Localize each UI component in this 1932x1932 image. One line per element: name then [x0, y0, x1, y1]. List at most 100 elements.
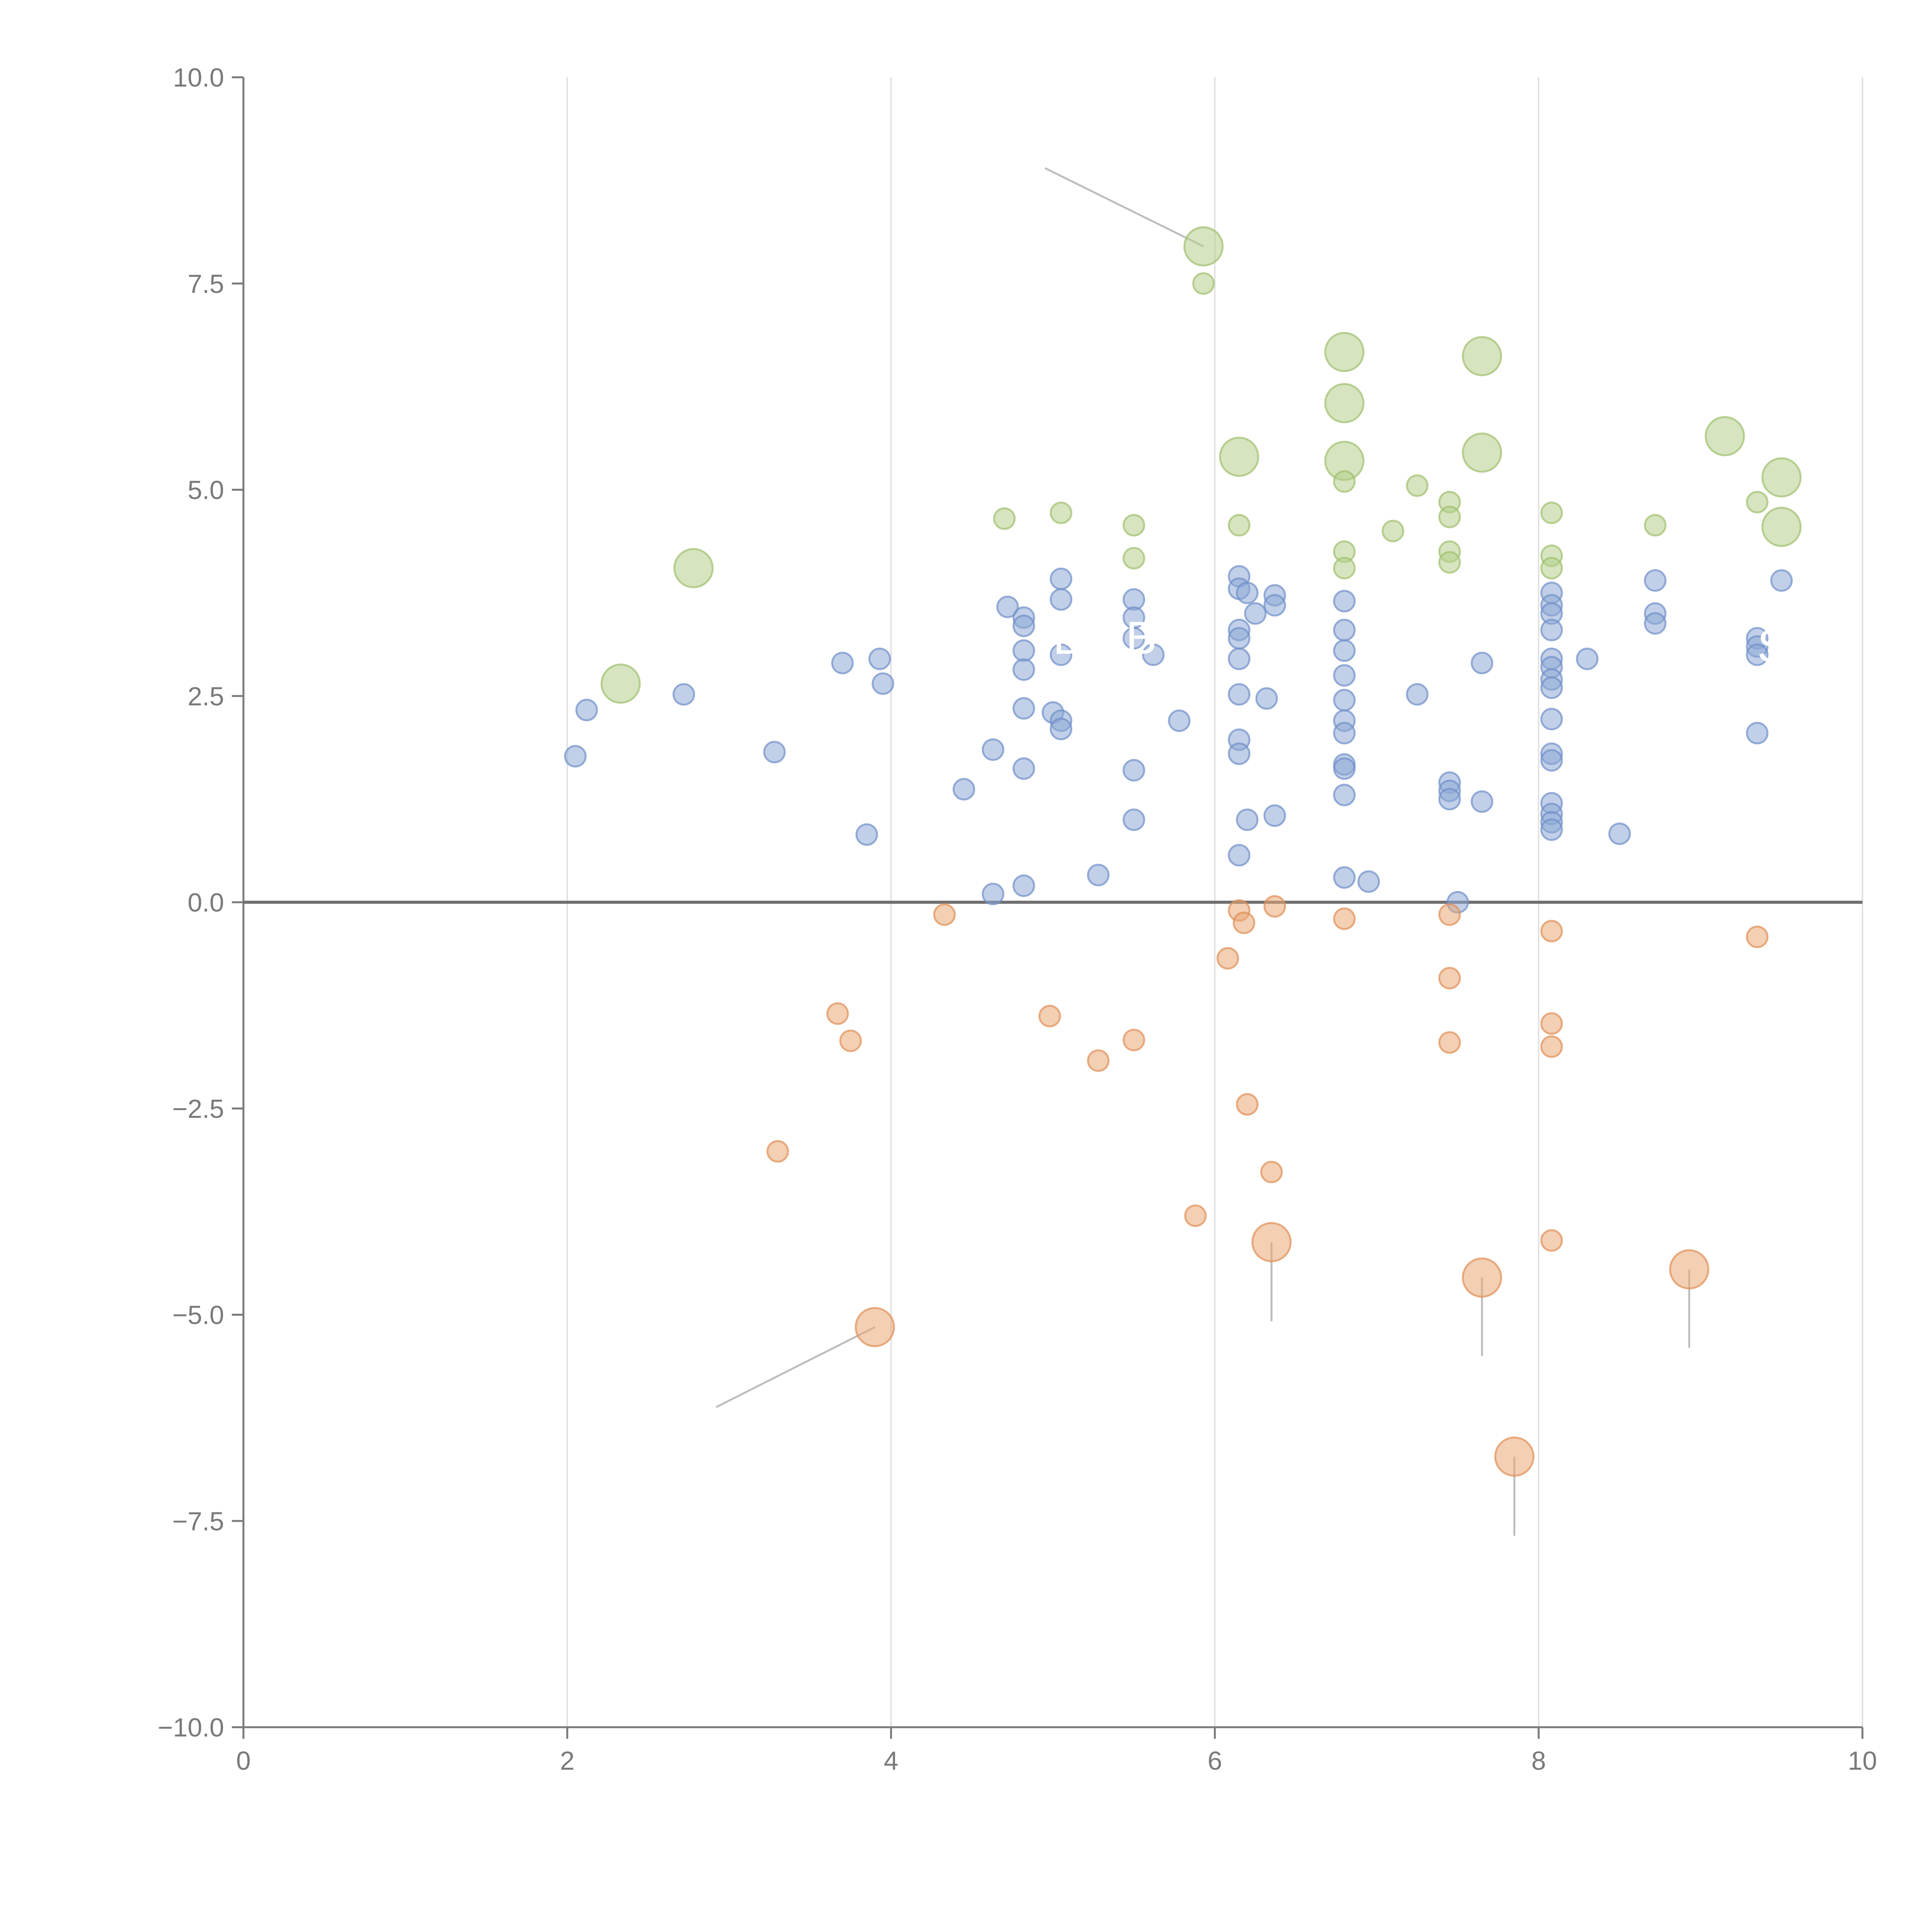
negative-bubble — [1494, 1436, 1535, 1477]
positive-low-bubble — [996, 595, 1019, 618]
axes: 0 2 4 6 8 10 −10.0 −7.5 −5.0 −2.5 0.0 2.5 5.0 7.5 10.0 — [158, 63, 1877, 1776]
negative-bubble — [1251, 1222, 1292, 1262]
positive-high-bubble — [1324, 383, 1365, 423]
positive-low-bubble — [1228, 683, 1251, 706]
negative-bubble — [766, 1140, 789, 1163]
positive-low-bubble — [1228, 742, 1251, 765]
positive-high-bubble — [1333, 470, 1356, 493]
positive-low-bubble — [1540, 818, 1563, 841]
positive-low-bubble — [564, 745, 587, 768]
positive-low-bubble — [1012, 697, 1035, 720]
positive-low-bubble — [1471, 651, 1493, 675]
positive-high-bubble — [1462, 336, 1502, 376]
positive-low-bubble — [1333, 664, 1356, 687]
positive-low-bubble — [981, 883, 1005, 905]
x-tick-label: 4 — [884, 1746, 898, 1776]
positive-low-bubble — [1236, 808, 1259, 831]
positive-low-bubble — [575, 699, 598, 721]
negative-bubble — [826, 1002, 849, 1025]
positive-high-bubble — [1540, 557, 1563, 580]
negative-bubble — [1263, 895, 1286, 918]
positive-low-bubble — [1644, 612, 1667, 635]
positive-low-bubble — [1357, 870, 1380, 893]
positive-high-bubble — [1219, 437, 1259, 477]
negative-bubble — [933, 903, 956, 926]
positive-low-bubble — [871, 672, 895, 695]
positive-low-bubble — [1333, 784, 1356, 806]
x-tick-label: 0 — [236, 1746, 251, 1776]
positive-high-bubble — [993, 507, 1016, 530]
positive-low-bubble — [831, 651, 854, 675]
negative-bubble — [1746, 925, 1769, 948]
positive-low-bubble — [1263, 594, 1286, 617]
positive-low-bubble — [981, 738, 1005, 761]
positive-low-bubble — [1644, 569, 1667, 592]
positive-high-bubble — [600, 663, 641, 704]
positive-high-bubble — [1122, 514, 1145, 537]
bubble-label: Sk — [1757, 620, 1812, 672]
positive-low-bubble — [1333, 590, 1356, 612]
positive-low-bubble — [1540, 619, 1563, 641]
positive-high-bubble — [1644, 514, 1667, 537]
positive-low-bubble — [1333, 619, 1356, 641]
positive-high-bubble — [1540, 502, 1563, 524]
positive-low-bubble — [1012, 614, 1035, 637]
positive-low-bubble — [1540, 676, 1563, 699]
negative-bubble — [855, 1307, 895, 1347]
negative-bubble — [1540, 1229, 1563, 1252]
positive-low-bubble — [1471, 790, 1493, 813]
positive-high-bubble — [1324, 332, 1365, 372]
positive-high-bubble — [673, 548, 714, 588]
y-tick-label: 0.0 — [187, 888, 224, 917]
negative-bubble — [1038, 1005, 1061, 1027]
negative-bubble — [1540, 920, 1563, 942]
negative-bubble — [1233, 912, 1255, 934]
x-tick-label: 2 — [560, 1746, 575, 1776]
positive-high-bubble — [1438, 505, 1461, 529]
y-tick-label: 5.0 — [187, 476, 224, 505]
positive-low-bubble — [868, 648, 891, 670]
positive-low-bubble — [1333, 689, 1356, 712]
y-tick-label: −5.0 — [172, 1301, 224, 1330]
positive-low-bubble — [1049, 567, 1073, 590]
positive-low-bubble — [1746, 643, 1769, 666]
positive-low-bubble — [1049, 643, 1073, 666]
positive-low-bubble — [1263, 804, 1286, 827]
positive-low-bubble — [1576, 648, 1599, 670]
positive-low-bubble — [1012, 757, 1035, 780]
bubble-label: C — [1142, 752, 1175, 804]
leader-line — [1044, 167, 1204, 247]
positive-low-bubble — [1122, 627, 1145, 650]
positive-high-bubble — [1406, 474, 1429, 497]
y-tick-label: 10.0 — [173, 63, 224, 92]
positive-low-bubble — [1122, 808, 1145, 831]
y-tick-label: 7.5 — [187, 269, 224, 299]
positive-high-bubble — [1746, 491, 1769, 514]
y-tick-label: −2.5 — [172, 1094, 224, 1124]
positive-low-bubble — [1333, 639, 1356, 662]
positive-low-bubble — [1333, 866, 1356, 889]
negative-bubble — [1438, 967, 1461, 990]
positive-high-bubble — [1381, 520, 1405, 543]
positive-low-bubble — [1608, 822, 1631, 845]
positive-low-bubble — [1012, 639, 1035, 662]
positive-low-bubble — [1236, 582, 1259, 604]
positive-low-bubble — [1228, 844, 1251, 867]
positive-low-bubble — [1406, 683, 1429, 706]
positive-high-bubble — [1122, 547, 1145, 570]
positive-low-bubble — [1122, 759, 1145, 782]
positive-low-bubble — [952, 778, 975, 801]
positive-high-bubble — [1228, 514, 1251, 537]
positive-low-bubble — [1438, 787, 1461, 811]
leader-line — [716, 1326, 876, 1408]
positive-high-bubble — [1704, 416, 1745, 456]
bubble-label: D — [1053, 612, 1087, 664]
negative-bubble — [1540, 1035, 1563, 1058]
negative-bubble — [1122, 1029, 1145, 1051]
negative-bubble — [839, 1029, 862, 1052]
y-tick-label: 2.5 — [187, 682, 224, 711]
bubbles — [564, 226, 1802, 1477]
negative-bubble — [1462, 1257, 1502, 1298]
